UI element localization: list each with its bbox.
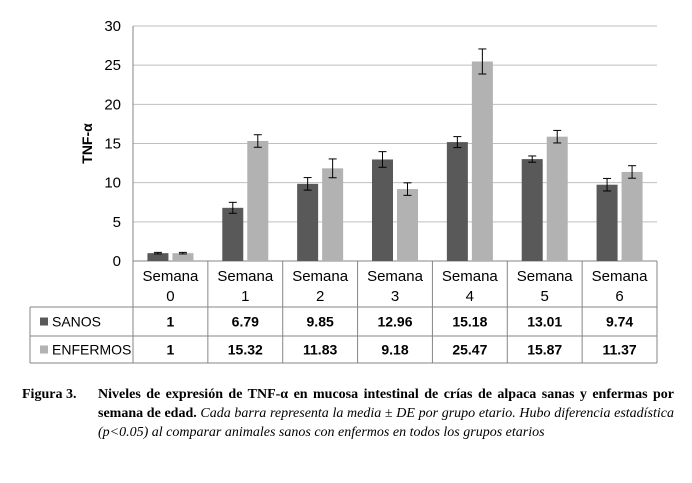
category-label: Semana [442,268,499,285]
table-value: 11.83 [303,342,337,358]
y-tick-label: 10 [104,175,121,192]
category-label: Semana [517,268,574,285]
bar-enfermos-5 [546,136,568,261]
table-value: 12.96 [377,314,412,330]
table-value: 9.74 [606,314,633,330]
bar-enfermos-1 [247,140,269,261]
y-tick-label: 5 [113,214,121,231]
caption-bold-text: Niveles de expresión de TNF-α en mucosa … [98,387,674,421]
category-number: 1 [241,288,249,305]
y-tick-label: 0 [113,253,121,270]
bar-sanos-6 [596,184,618,261]
data-table: Semana 0 Semana 1 Semana 2 Semana 3 Semana 4 Seman… [29,261,658,364]
legend-key-enfermos [40,345,48,354]
y-tick-label: 15 [104,136,121,153]
y-tick-label: 25 [104,57,121,74]
legend-key-sanos [40,317,48,326]
category-number: 2 [316,288,324,305]
caption-italic-text: Cada barra representa la media ± DE por … [98,406,674,440]
table-value: 9.85 [307,314,334,330]
legend-label-enfermos: ENFERMOS [52,342,131,358]
bars [147,48,643,261]
table-value: 15.18 [452,314,487,330]
table-value: 6.79 [232,314,259,330]
table-value: 15.87 [527,342,562,358]
y-axis-ticks: 0 5 10 15 20 25 30 [104,18,121,270]
table-value: 11.37 [602,342,636,358]
bar-sanos-3 [372,159,393,261]
bar-sanos-5 [521,159,543,261]
category-number: 0 [166,288,174,305]
bar-sanos-2 [297,183,319,261]
legend-label-sanos: SANOS [52,314,101,330]
category-number: 5 [541,288,549,305]
gridlines [132,25,657,262]
bar-enfermos-4 [471,61,493,261]
category-label: Semana [592,268,649,285]
bar-enfermos-0 [172,253,194,261]
table-value: 1 [167,314,175,330]
category-label: Semana [142,268,199,285]
figure-caption: Figura 3. Niveles de expresión de TNF-α … [22,385,674,442]
category-number: 3 [391,288,399,305]
caption-label: Figura 3. [22,387,77,402]
category-label: Semana [292,268,349,285]
table-value: 1 [167,342,175,358]
table-value: 13.01 [527,314,562,330]
bar-enfermos-2 [322,168,344,261]
bar-sanos-1 [222,207,244,261]
category-number: 6 [615,288,623,305]
bar-sanos-4 [446,142,468,261]
category-label: Semana [217,268,274,285]
y-tick-label: 30 [104,18,121,35]
bar-sanos-0 [147,253,169,261]
caption-text: Niveles de expresión de TNF-α en mucosa … [98,385,674,442]
category-number: 4 [466,288,474,305]
category-label: Semana [367,268,424,285]
y-axis-label: TNF-α [79,123,95,164]
table-value: 9.18 [381,342,408,358]
bar-enfermos-3 [397,189,418,261]
table-value: 15.32 [228,342,263,358]
bar-enfermos-6 [621,171,643,261]
table-value: 25.47 [452,342,487,358]
y-tick-label: 20 [104,96,121,113]
